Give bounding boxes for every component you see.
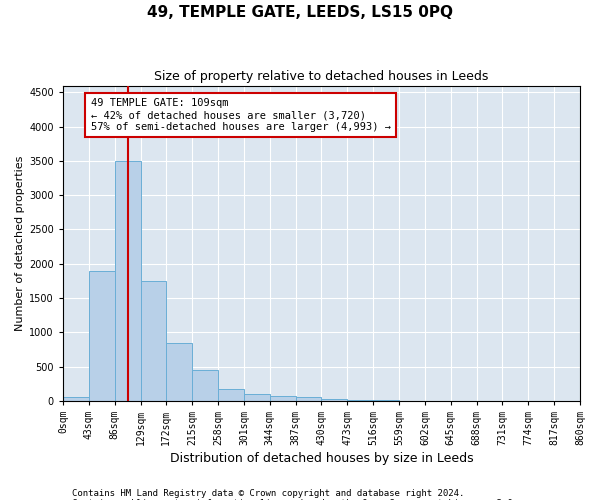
Bar (192, 370, 218, 401)
Title: Size of property relative to detached houses in Leeds: Size of property relative to detached ho… (154, 70, 488, 83)
Text: Contains public sector information licensed under the Open Government Licence v3: Contains public sector information licen… (72, 498, 518, 500)
Bar (322, 398, 347, 401)
Text: Contains HM Land Registry data © Crown copyright and database right 2024.: Contains HM Land Registry data © Crown c… (72, 488, 464, 498)
Bar (115, 161, 140, 401)
Text: 49, TEMPLE GATE, LEEDS, LS15 0PQ: 49, TEMPLE GATE, LEEDS, LS15 0PQ (147, 5, 453, 20)
Bar (63, 398, 89, 401)
Bar (347, 400, 373, 401)
Bar (296, 398, 322, 401)
Bar (89, 270, 115, 401)
Text: 49 TEMPLE GATE: 109sqm
← 42% of detached houses are smaller (3,720)
57% of semi-: 49 TEMPLE GATE: 109sqm ← 42% of detached… (91, 98, 391, 132)
Bar (218, 389, 244, 401)
Bar (140, 281, 166, 401)
Bar (166, 342, 192, 401)
Bar (244, 394, 270, 401)
Bar (270, 396, 296, 401)
Y-axis label: Number of detached properties: Number of detached properties (15, 156, 25, 331)
X-axis label: Distribution of detached houses by size in Leeds: Distribution of detached houses by size … (170, 452, 473, 465)
